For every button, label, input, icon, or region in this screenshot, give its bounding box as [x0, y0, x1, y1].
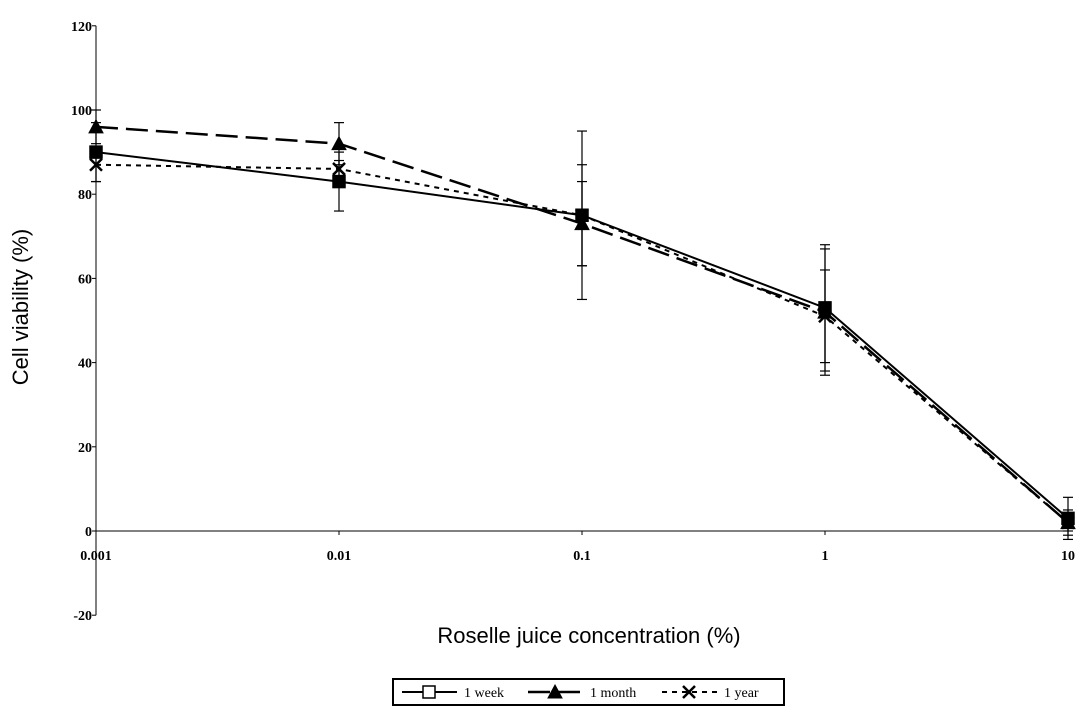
x-marker-stroke	[1061, 515, 1075, 530]
x-marker-stroke	[332, 162, 346, 176]
data-point-1-month	[331, 135, 347, 151]
legend-label-1-month: 1 month	[590, 686, 636, 701]
x-tick-label: 10	[1061, 549, 1075, 564]
legend-item-1-week: 1 week	[402, 685, 504, 701]
y-tick-label: 20	[78, 441, 92, 456]
data-point-1-month	[88, 118, 104, 134]
x-tick-label: 1	[822, 549, 829, 564]
legend-box	[392, 678, 785, 706]
legend-marker-1-week	[422, 685, 436, 699]
data-point-1-week	[89, 145, 103, 159]
data-point-1-year	[332, 162, 346, 176]
data-point-1-year	[818, 309, 832, 324]
y-tick-label: -20	[73, 609, 92, 624]
axes	[95, 25, 1068, 616]
y-tick-label: 0	[85, 525, 92, 540]
legend: 1 week 1 month 1 year	[392, 678, 785, 706]
legend-marker-1-month	[547, 683, 563, 699]
data-point-1-year	[1061, 515, 1075, 530]
series-markers	[88, 118, 1076, 530]
x-axis-title: Roselle juice concentration (%)	[437, 623, 740, 648]
y-tick-label: 120	[71, 20, 92, 35]
data-point-1-week	[332, 174, 346, 189]
x-tick-label: 0.01	[327, 549, 352, 564]
y-axis-title: Cell viability (%)	[8, 229, 33, 385]
x-tick-label: 0.001	[80, 549, 112, 564]
y-tick-label: 80	[78, 188, 92, 203]
legend-marker-1-year	[682, 685, 696, 699]
y-tick-label: 40	[78, 357, 92, 372]
x-marker-stroke	[575, 208, 589, 223]
legend-label-1-year: 1 year	[724, 686, 759, 701]
legend-item-1-month: 1 month	[528, 683, 636, 701]
error-bars	[91, 109, 1073, 541]
data-point-1-year	[575, 208, 589, 223]
data-point-1-month	[574, 215, 590, 231]
x-tick-label: 0.1	[573, 549, 591, 564]
data-point-1-year	[89, 157, 103, 172]
x-marker-stroke	[682, 685, 696, 699]
legend-label-1-week: 1 week	[464, 686, 504, 701]
y-tick-label: 100	[71, 104, 92, 119]
x-marker-stroke	[89, 157, 103, 172]
x-marker-stroke	[818, 309, 832, 324]
x-axis-ticks: 0.001 0.01 0.1 1 10	[80, 531, 1075, 564]
legend-item-1-year: 1 year	[662, 685, 759, 701]
y-axis-ticks: -20 0 20 40 60 80 100 120	[71, 20, 96, 624]
y-tick-label: 60	[78, 272, 92, 287]
